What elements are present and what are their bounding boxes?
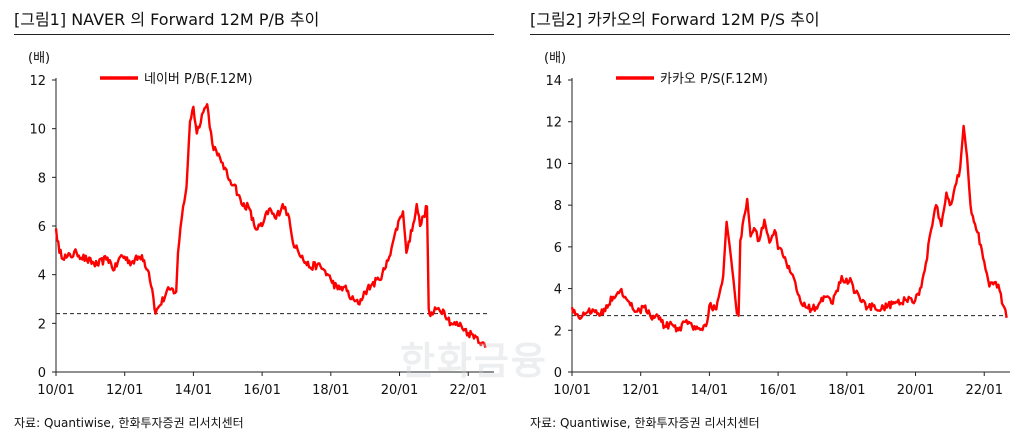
chart-title: [그림2] 카카오의 Forward 12M P/S 추이 (530, 10, 820, 29)
x-tick-label: 12/01 (622, 383, 659, 398)
x-tick-label: 22/01 (966, 383, 1003, 398)
y-tick-label: 8 (38, 171, 46, 186)
chart-panel-naver: [그림1] NAVER 의 Forward 12M P/B 추이 0 2 4 6 8 10… (14, 0, 494, 446)
series-line (570, 124, 1008, 333)
y-tick-label: 4 (38, 269, 46, 284)
y-tick-label: 12 (545, 116, 562, 131)
legend-label: 네이버 P/B(F.12M) (144, 72, 253, 87)
legend-label: 카카오 P/S(F.12M) (660, 72, 768, 87)
x-tick-label: 16/01 (759, 383, 796, 398)
y-tick-label: 0 (554, 366, 562, 381)
y-axis-unit: (배) (28, 51, 50, 66)
y-axis-unit: (배) (544, 51, 566, 66)
watermark: 한화금융 (400, 339, 548, 383)
y-tick-label: 14 (545, 74, 562, 89)
kakao-ps-chart: 0 2 4 6 8 10 12 14 (배) 10/01 12/01 14/01 16/01 18/01 2… (544, 51, 1010, 398)
y-tick-label: 12 (29, 74, 46, 89)
y-tick-label: 10 (29, 123, 46, 138)
y-tick-label: 2 (38, 317, 46, 332)
x-tick-label: 10/01 (37, 383, 74, 398)
y-tick-label: 2 (554, 324, 562, 339)
chart-source: 자료: Quantiwise, 한화투자증권 리서치센터 (530, 416, 760, 430)
x-tick-label: 12/01 (106, 383, 143, 398)
x-tick-label: 22/01 (450, 383, 487, 398)
x-tick-label: 14/01 (175, 383, 212, 398)
y-tick-label: 10 (545, 157, 562, 172)
title-rule (14, 34, 494, 35)
x-tick-label: 10/01 (553, 383, 590, 398)
chart-panel-kakao: [그림2] 카카오의 Forward 12M P/S 추이 0 2 4 6 8 10 12 1… (530, 0, 1010, 446)
x-tick-label: 20/01 (381, 383, 418, 398)
y-tick-label: 8 (554, 199, 562, 214)
y-tick-label: 6 (554, 241, 562, 256)
chart-title: [그림1] NAVER 의 Forward 12M P/B 추이 (14, 10, 320, 29)
x-tick-label: 20/01 (897, 383, 934, 398)
y-tick-label: 6 (38, 220, 46, 235)
x-tick-label: 14/01 (691, 383, 728, 398)
x-tick-label: 16/01 (243, 383, 280, 398)
y-tick-label: 0 (38, 366, 46, 381)
naver-pb-chart: 0 2 4 6 8 10 12 (배) 10/01 12/01 14/01 16/01 18/01 20/… (28, 51, 494, 398)
series-line (54, 103, 487, 349)
x-tick-label: 18/01 (828, 383, 865, 398)
chart-source: 자료: Quantiwise, 한화투자증권 리서치센터 (14, 416, 244, 430)
y-tick-label: 4 (554, 283, 562, 298)
title-rule (530, 34, 1010, 35)
x-tick-label: 18/01 (312, 383, 349, 398)
